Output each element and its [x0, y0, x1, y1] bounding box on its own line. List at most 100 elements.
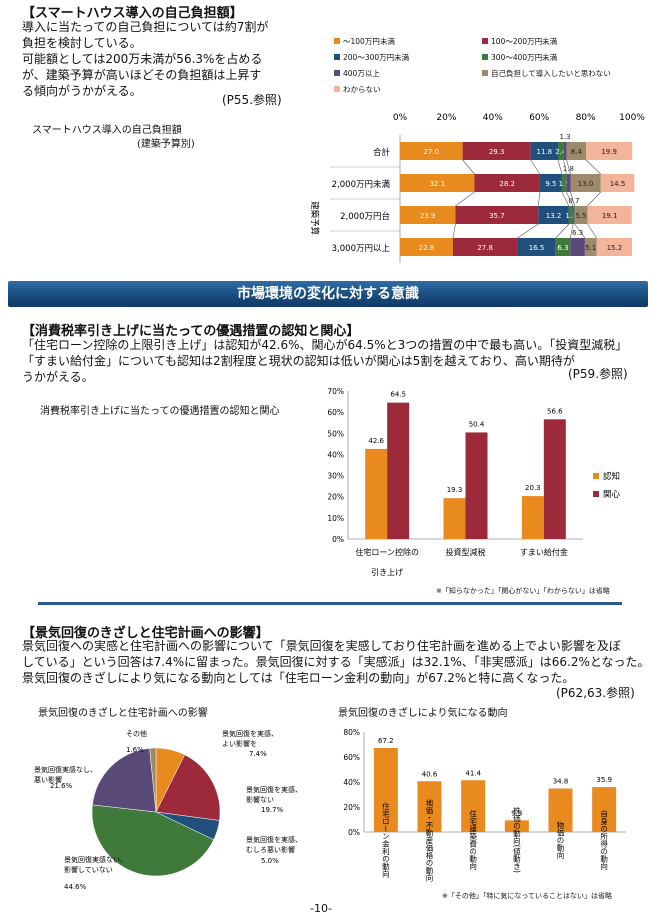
segment-value-label: 6.3 [557, 244, 568, 252]
x-tick-label: 40% [483, 113, 503, 123]
page-number: -10- [310, 902, 332, 915]
connector-line [569, 223, 574, 239]
segment-value-label: 16.5 [529, 244, 545, 252]
segment-value-label: 19.9 [601, 148, 617, 156]
segment-value-label: 13.2 [546, 212, 562, 220]
chart1-title: スマートハウス導入の自己負担額 [32, 125, 182, 136]
category-label: 2,000万円台 [340, 211, 390, 222]
stacked-bar-segment [530, 142, 558, 160]
stacked-bar-segment [596, 238, 632, 256]
slice-label: 影響ない [246, 795, 274, 804]
section1-line: る傾向がうかがえる。 [22, 84, 142, 98]
x-tick-label: 80% [576, 113, 596, 123]
category-label: 自身の所得の動向 [599, 809, 608, 871]
stacked-bar-segment [586, 142, 633, 160]
chart2-note: ※「知らなかった」「関心がない」「わからない」は省略 [436, 587, 610, 595]
segment-value-label: 5.1 [585, 244, 596, 252]
bar-value-label: 34.8 [553, 778, 569, 786]
segment-value-label: 19.1 [602, 212, 618, 220]
pie-slice [91, 804, 215, 877]
segment-value-label: 1.8 [565, 212, 576, 220]
category-label: 2,000万円未満 [332, 179, 391, 190]
stacked-bar-segment [517, 238, 556, 256]
bar [461, 780, 486, 832]
stacked-bar-segment [538, 206, 569, 224]
bar-value-label: 20.3 [525, 484, 541, 492]
legend-label: わからない [343, 85, 381, 94]
stacked-bar-segment [400, 238, 453, 256]
x-tick-label: 100% [619, 113, 645, 123]
stacked-bar-segment [555, 238, 571, 256]
legend-swatch [334, 38, 340, 44]
connector-line [561, 191, 570, 207]
connector-line [555, 223, 570, 239]
connector-line [462, 159, 475, 175]
category-label: 住宅ローン金利の動向 [381, 801, 390, 878]
stacked-bar-segment [568, 206, 574, 224]
segment-value-label: 8.4 [571, 148, 583, 156]
connector-line [587, 191, 601, 207]
section2-ref: (P59.参照) [568, 367, 628, 381]
concern-bar-chart: 0% 20% 40% 60% 80% 67.2 住宅ローン金利の動向 40.6 地価・不動産価格… [343, 728, 626, 881]
y-tick-label: 10% [327, 514, 344, 523]
slice-label: よい影響を [222, 739, 257, 748]
slice-value-label: 5.0% [261, 857, 279, 865]
connector-line [537, 191, 541, 207]
slice-label: むしろ悪い影響 [246, 845, 295, 854]
bar-value-label: 40.6 [422, 770, 438, 778]
segment-value-label: 15.2 [607, 244, 623, 252]
segment-value-label: 32.1 [429, 180, 445, 188]
x-tick-label: 60% [529, 113, 549, 123]
section1-line: 可能額としては200万未満が56.3%を占める [22, 52, 263, 66]
connector-line [455, 191, 475, 207]
section1-line: 導入に当たっての自己負担については約7割が [22, 20, 269, 34]
legend-item: ～100万円未満 [334, 36, 395, 47]
section-divider [38, 602, 622, 605]
category-label: 住宅建築費の動向 [468, 809, 477, 871]
stacked-bar-segment [600, 174, 635, 192]
bar-value-label: 56.6 [547, 407, 563, 415]
pie-slice [155, 754, 221, 821]
slice-label: その他 [126, 729, 147, 738]
connector-line [566, 159, 571, 175]
chart3-title: 景気回復のきざしと住宅計画への影響 [38, 708, 208, 719]
bar [465, 432, 488, 539]
category-label: 地価・不動産価格の動向 [425, 797, 434, 881]
stacked-bar-segment [584, 238, 597, 256]
segment-value-label: 6.3 [572, 229, 583, 237]
section3-body: 景気回復への実感と住宅計画への影響について「景気回復を実感しており住宅計画を進め… [22, 638, 650, 686]
category-label: 投資型減税 [446, 547, 486, 557]
section1-ref: (P55.参照) [222, 93, 282, 107]
segment-value-label: 35.7 [489, 212, 505, 220]
bar-value-label: 67.2 [378, 737, 394, 745]
legend-item: 300～400万円未満 [482, 52, 557, 63]
section1-line: 負担を検討している。 [22, 36, 142, 50]
segment-value-label: 28.2 [499, 180, 515, 188]
segment-value-label: 22.8 [419, 244, 435, 252]
section3-line: 景気回復への実感と住宅計画への影響について「景気回復を実感しており住宅計画を進め… [22, 639, 621, 653]
bar [373, 748, 398, 832]
segment-value-label: 14.5 [610, 180, 626, 188]
y-tick-label: 70% [327, 387, 344, 396]
category-label: 3,000万円以上 [332, 244, 391, 254]
pie-slice [92, 748, 157, 813]
chart4-title: 景気回復のきざしにより気になる動向 [338, 708, 508, 719]
connector-line [566, 191, 574, 207]
section2-heading: 【消費税率引き上げに当たっての優遇措置の認知と関心】 [22, 324, 360, 339]
connector-line [557, 159, 563, 175]
stacked-bar-segment [400, 206, 456, 224]
slice-value-label: 1.6% [126, 746, 144, 754]
segment-value-label: 27.0 [424, 148, 440, 156]
legend-swatch [334, 70, 340, 76]
category-label: 住宅ローン控除の [355, 547, 419, 557]
slice-value-label: 7.4% [249, 750, 267, 758]
category-label: 株価の動向(値動き) [512, 806, 521, 873]
legend-label: 200～300万円未満 [343, 53, 410, 62]
legend-label: ～100万円未満 [343, 37, 395, 46]
pie-slice [149, 747, 157, 813]
section-banner: 市場環境の変化に対する意識 [8, 281, 648, 307]
stacked-bar-segment [566, 174, 571, 192]
bar [543, 419, 566, 539]
y-tick-label: 30% [327, 472, 344, 481]
y-tick-label: 20% [327, 493, 344, 502]
